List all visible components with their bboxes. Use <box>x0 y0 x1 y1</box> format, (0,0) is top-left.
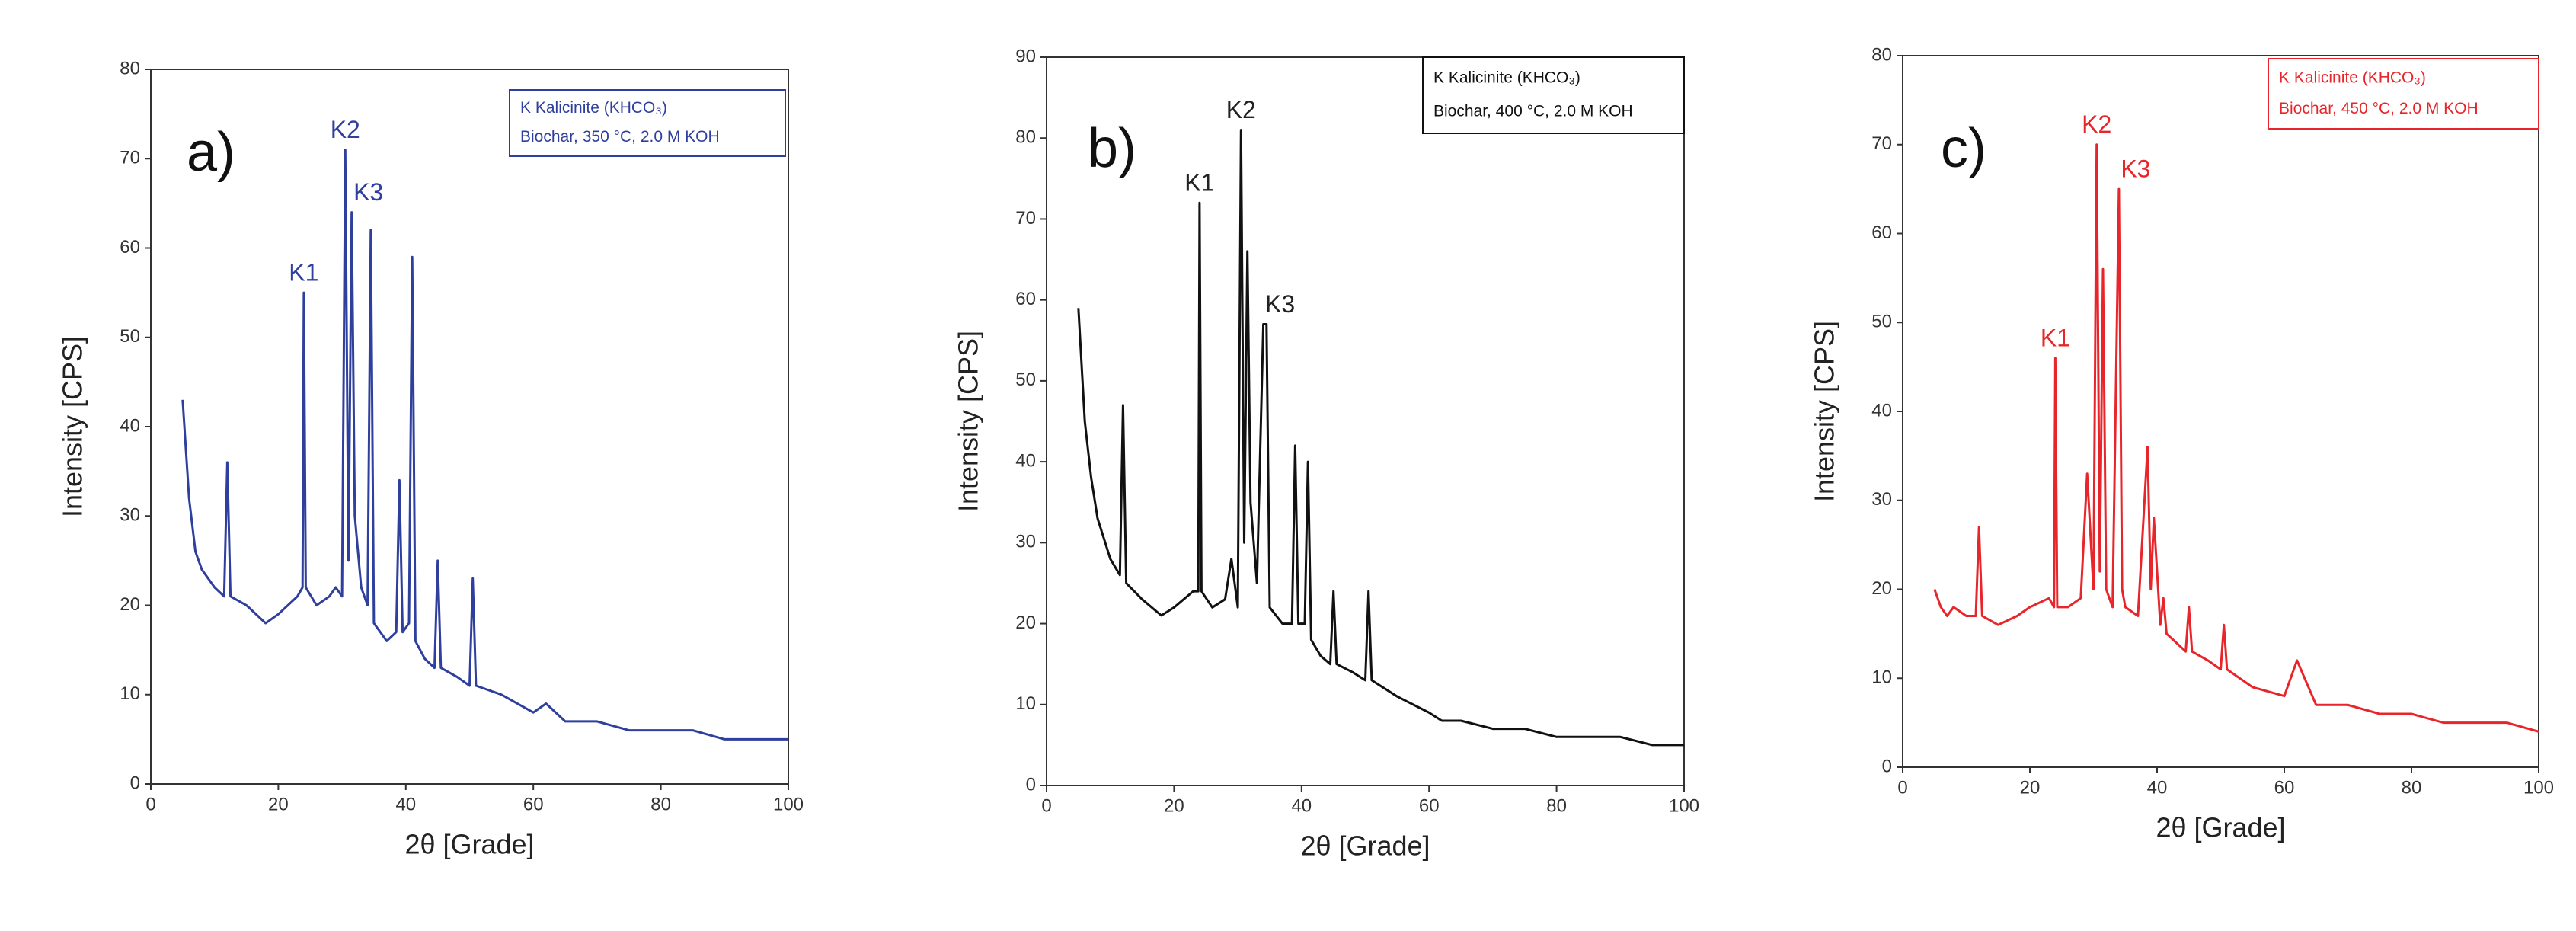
x-tick-label: 40 <box>395 794 416 814</box>
x-tick-label: 80 <box>1546 795 1567 816</box>
y-tick-label: 60 <box>1015 289 1036 309</box>
y-tick-label: 60 <box>1871 222 1892 243</box>
peak-annotation: K2 <box>1226 96 1256 123</box>
x-axis-label: 2θ [Grade] <box>404 829 534 860</box>
x-axis-label: 2θ [Grade] <box>1300 830 1430 862</box>
y-axis-label: Intensity [CPS] <box>57 336 88 517</box>
y-tick-label: 10 <box>1015 693 1036 714</box>
y-tick-label: 70 <box>1871 133 1892 154</box>
peak-annotation: K1 <box>2041 324 2070 351</box>
y-tick-label: 30 <box>120 505 140 526</box>
y-tick-label: 80 <box>1871 44 1892 65</box>
chart-panel: 0 10 20 30 40 50 60 70 80 0 20 40 60 80 100 2θ [Grade] I… <box>1809 44 2555 843</box>
peak-annotation: K1 <box>289 259 318 286</box>
x-tick-label: 0 <box>145 794 155 814</box>
x-tick-label: 0 <box>1897 777 1907 798</box>
panel-label: b) <box>1088 118 1136 179</box>
panel-label: c) <box>1941 118 1986 179</box>
x-tick-label: 20 <box>2020 777 2041 798</box>
data-line <box>181 149 788 741</box>
panel-label: a) <box>187 122 235 183</box>
y-tick-label: 40 <box>120 415 140 436</box>
x-axis-label: 2θ [Grade] <box>2156 812 2285 843</box>
peak-annotation: K3 <box>1265 290 1295 318</box>
legend-entry: Biochar, 350 °C, 2.0 M KOH <box>520 128 720 146</box>
legend-box <box>509 89 786 157</box>
y-tick-label: 80 <box>1015 127 1036 148</box>
x-tick-label: 100 <box>1669 795 1699 816</box>
x-tick-label: 40 <box>2147 777 2168 798</box>
y-axis-label: Intensity [CPS] <box>1809 321 1840 502</box>
y-tick-label: 60 <box>120 237 140 258</box>
x-tick-label: 0 <box>1041 795 1051 816</box>
x-tick-label: 80 <box>2402 777 2422 798</box>
y-tick-label: 70 <box>120 148 140 168</box>
x-tick-label: 20 <box>1164 795 1184 816</box>
peak-annotation: K2 <box>2082 110 2111 138</box>
x-tick-label: 20 <box>268 794 289 814</box>
y-tick-label: 20 <box>120 594 140 615</box>
y-tick-label: 0 <box>1026 774 1036 795</box>
y-tick-label: 90 <box>1015 46 1036 66</box>
y-tick-label: 40 <box>1871 400 1892 421</box>
legend-title: K Kalicinite (KHCO₃) <box>1433 69 1580 87</box>
y-tick-label: 10 <box>120 683 140 704</box>
peak-annotation: K1 <box>1184 169 1214 197</box>
y-tick-label: 20 <box>1871 578 1892 599</box>
x-tick-label: 80 <box>650 794 671 814</box>
peak-annotation: K2 <box>331 116 360 143</box>
x-tick-label: 60 <box>1419 795 1440 816</box>
y-tick-label: 10 <box>1871 667 1892 688</box>
chart-panel: 0 10 20 30 40 50 60 70 80 0 20 40 60 80 100 2θ [Grade] I… <box>57 58 804 859</box>
data-line <box>1077 129 1684 747</box>
peak-annotation: K3 <box>2121 155 2150 183</box>
y-tick-label: 40 <box>1015 450 1036 471</box>
y-tick-label: 50 <box>1871 312 1892 332</box>
legend-entry: Biochar, 400 °C, 2.0 M KOH <box>1433 103 1633 120</box>
y-tick-label: 30 <box>1015 532 1036 552</box>
x-tick-label: 100 <box>2523 777 2554 798</box>
legend-entry: Biochar, 450 °C, 2.0 M KOH <box>2279 100 2479 117</box>
legend-title: K Kalicinite (KHCO₃) <box>2279 69 2426 86</box>
data-line <box>1933 143 2539 733</box>
plot-frame <box>1046 56 1685 786</box>
y-tick-label: 0 <box>130 773 140 793</box>
y-tick-label: 80 <box>120 58 140 78</box>
x-tick-label: 40 <box>1291 795 1312 816</box>
y-tick-label: 30 <box>1871 489 1892 510</box>
chart-panel: 0 10 20 30 40 50 60 70 80 90 0 20 40 60 80 100 2θ [Grade… <box>953 46 1700 861</box>
legend-box <box>2268 58 2539 130</box>
legend-title: K Kalicinite (KHCO₃) <box>520 99 667 117</box>
y-axis-label: Intensity [CPS] <box>953 331 984 512</box>
x-tick-label: 60 <box>2274 777 2295 798</box>
x-tick-label: 100 <box>773 794 804 814</box>
y-tick-label: 0 <box>1882 756 1892 776</box>
y-tick-label: 20 <box>1015 613 1036 633</box>
y-tick-label: 50 <box>1015 370 1036 390</box>
x-tick-label: 60 <box>523 794 544 814</box>
legend-box <box>1422 56 1685 134</box>
y-tick-label: 50 <box>120 326 140 347</box>
y-tick-label: 70 <box>1015 208 1036 229</box>
peak-annotation: K3 <box>353 178 383 206</box>
